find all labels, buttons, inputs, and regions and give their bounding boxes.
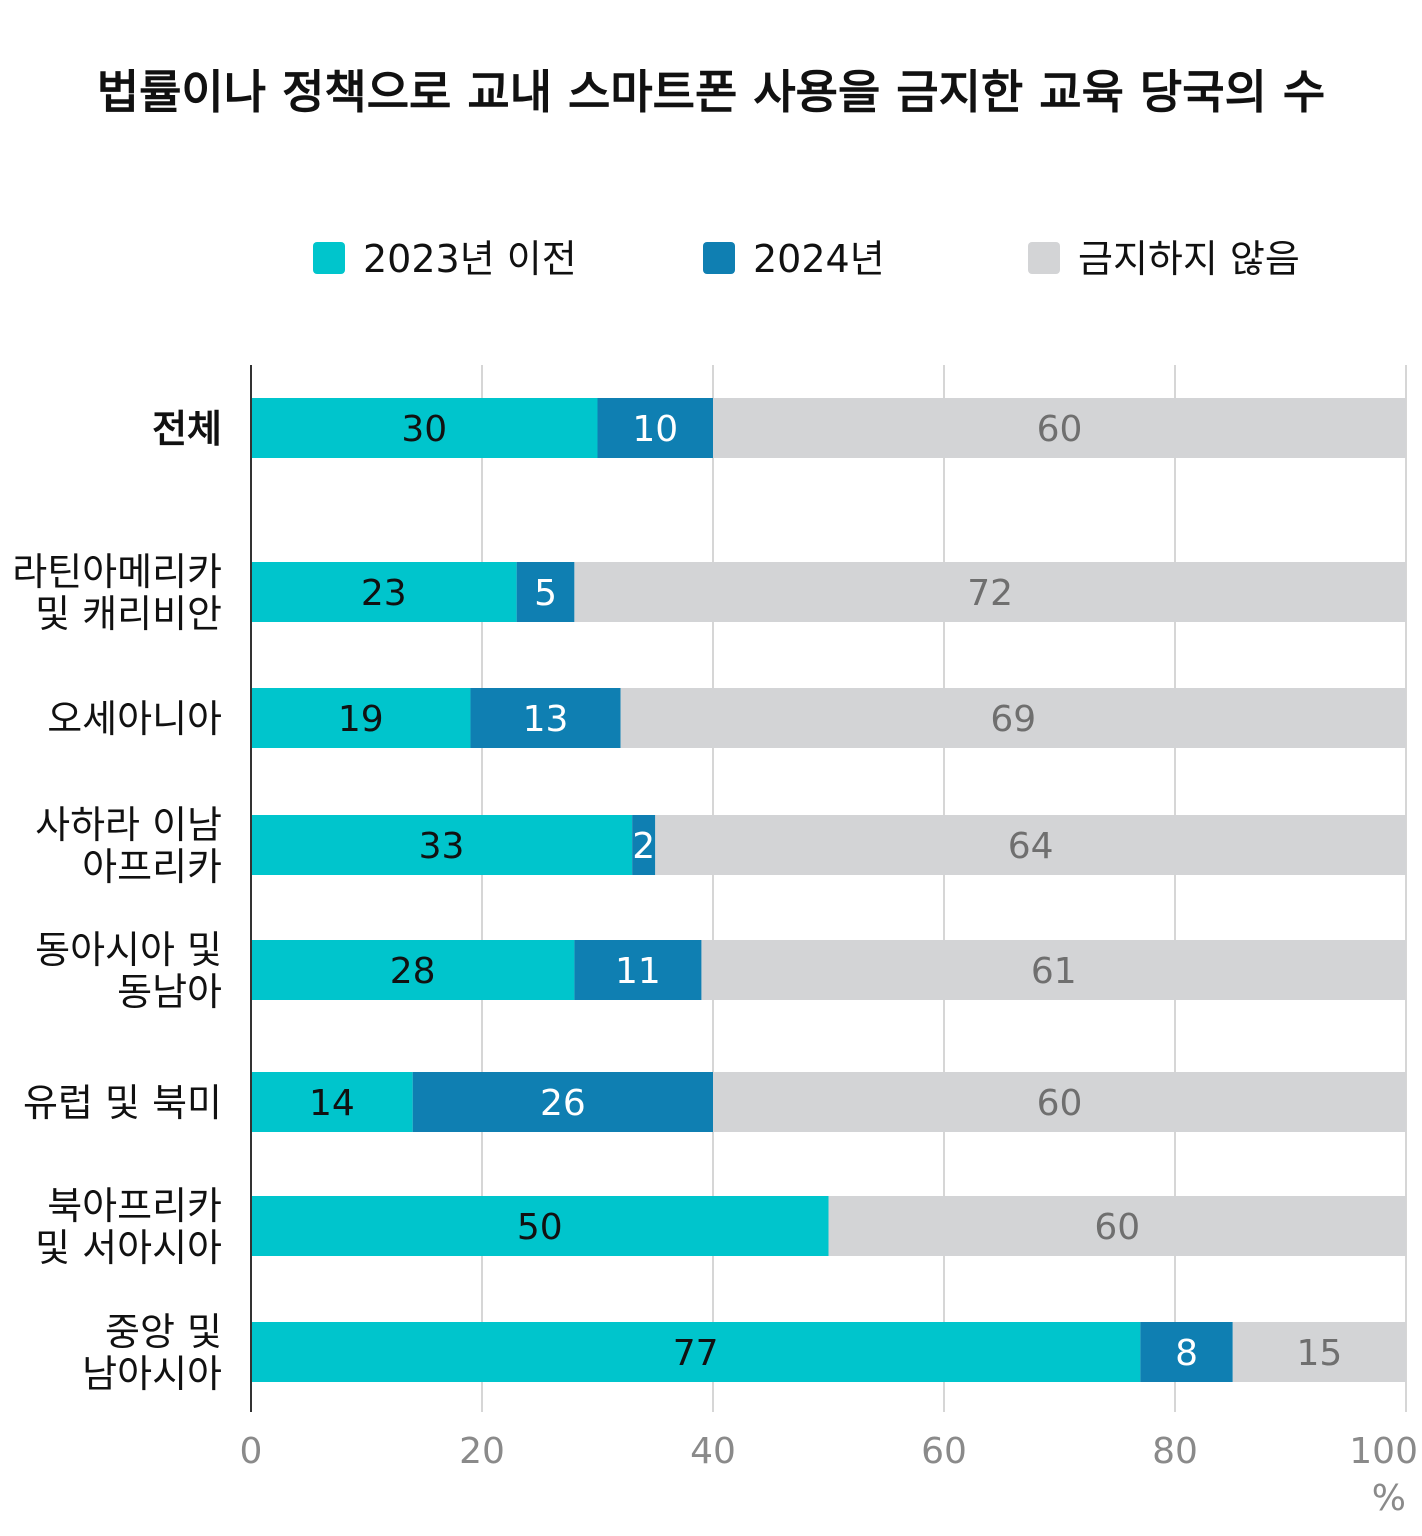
bar-5-series-2 (574, 940, 702, 1000)
category-label-1: 전체 (152, 407, 222, 451)
chart-title: 법률이나 정책으로 교내 스마트폰 사용을 금지한 교육 당국의 수 (97, 65, 1325, 119)
legend: 2023년 이전 2024년 금지하지 않음 (313, 237, 1300, 281)
bar-8-series-3 (1232, 1322, 1406, 1382)
bar-8-series-2 (1140, 1322, 1233, 1382)
bar-8-series-1 (251, 1322, 1141, 1382)
bar-1-series-3 (713, 398, 1406, 458)
bar-2-series-1 (251, 562, 517, 622)
data-label-1-3: 60 (1037, 409, 1083, 450)
category-label-4-line-2: 아프리카 (82, 845, 222, 889)
data-label-4-3: 64 (1008, 826, 1054, 867)
legend-label-2: 2024년 (753, 237, 885, 281)
data-label-8-2: 8 (1175, 1333, 1198, 1374)
data-label-3-3: 69 (990, 699, 1036, 740)
bar-3-series-1 (251, 688, 471, 748)
data-label-4-1: 33 (419, 826, 465, 867)
category-label-4-line-1: 사하라 이남 (35, 803, 222, 847)
category-label-5-line-2: 동남아 (117, 970, 222, 1014)
data-label-6-3: 60 (1037, 1083, 1083, 1124)
data-label-2-2: 5 (534, 573, 557, 614)
bar-3-series-2 (470, 688, 621, 748)
data-label-4-2: 2 (632, 826, 655, 867)
data-label-8-3: 15 (1296, 1333, 1342, 1374)
data-label-5-1: 28 (390, 951, 436, 992)
bar-4-series-3 (655, 815, 1406, 875)
category-label-3: 오세아니아 (47, 697, 222, 741)
legend-swatch-2 (703, 242, 735, 274)
bar-7-series-3 (828, 1196, 1406, 1256)
data-label-1-1: 30 (401, 409, 447, 450)
bar-4-series-2 (632, 815, 656, 875)
bars: 30 10 60 23 5 72 19 13 69 33 2 64 28 11 61 14 26 60 50 60 77… (251, 398, 1406, 1382)
bar-2-series-2 (516, 562, 575, 622)
data-label-2-1: 23 (361, 573, 407, 614)
bar-7-series-1 (251, 1196, 829, 1256)
data-label-5-2: 11 (615, 951, 661, 992)
bar-4-series-1 (251, 815, 633, 875)
x-tick-label-40: 40 (690, 1431, 736, 1472)
category-label-8-line-2: 남아시아 (82, 1352, 222, 1396)
data-label-6-2: 26 (540, 1083, 586, 1124)
category-label-2-line-1: 라틴아메리카 (12, 550, 222, 594)
x-tick-label-80: 80 (1152, 1431, 1198, 1472)
data-label-7-1: 50 (517, 1207, 563, 1248)
category-label-7-line-2: 및 서아시아 (35, 1226, 222, 1270)
category-label-6: 유럽 및 북미 (23, 1081, 222, 1125)
x-tick-label-0: 0 (240, 1431, 263, 1472)
x-tick-label-20: 20 (459, 1431, 505, 1472)
bar-1-series-1 (251, 398, 598, 458)
data-label-2-3: 72 (967, 573, 1013, 614)
x-unit-label: % (1372, 1478, 1406, 1519)
category-label-8-line-1: 중앙 및 (105, 1310, 222, 1354)
legend-label-3: 금지하지 않음 (1078, 237, 1300, 281)
data-label-8-1: 77 (673, 1333, 719, 1374)
bar-5-series-3 (701, 940, 1406, 1000)
bar-6-series-1 (251, 1072, 413, 1132)
category-label-5-line-1: 동아시아 및 (35, 928, 222, 972)
bar-6-series-3 (713, 1072, 1406, 1132)
bar-3-series-3 (620, 688, 1406, 748)
bar-5-series-1 (251, 940, 575, 1000)
x-axis: 0 20 40 60 80 100% (240, 365, 1418, 1519)
bar-6-series-2 (412, 1072, 713, 1132)
x-tick-label-100: 100 (1349, 1431, 1418, 1472)
bar-1-series-2 (597, 398, 713, 458)
data-label-6-1: 14 (309, 1083, 355, 1124)
data-label-3-1: 19 (338, 699, 384, 740)
data-label-1-2: 10 (632, 409, 678, 450)
category-label-2-line-2: 및 캐리비안 (35, 592, 222, 636)
data-label-3-2: 13 (523, 699, 569, 740)
legend-swatch-1 (313, 242, 345, 274)
category-label-7-line-1: 북아프리카 (47, 1184, 222, 1228)
legend-swatch-3 (1028, 242, 1060, 274)
x-tick-label-60: 60 (921, 1431, 967, 1472)
data-label-7-3: 60 (1094, 1207, 1140, 1248)
data-label-5-3: 61 (1031, 951, 1077, 992)
bar-2-series-3 (574, 562, 1406, 622)
legend-label-1: 2023년 이전 (363, 237, 577, 281)
